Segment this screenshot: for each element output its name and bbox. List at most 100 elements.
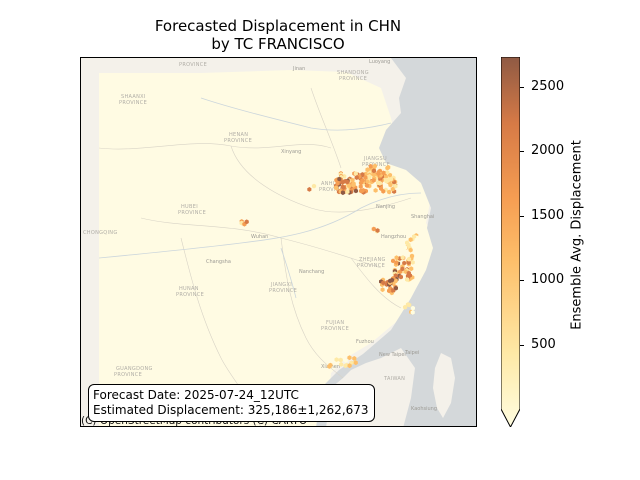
hexbin-cell: [380, 287, 385, 293]
hexbin-cell: [402, 260, 407, 266]
hexbin-cell: [337, 176, 342, 182]
province-label: SHANDONG: [337, 70, 369, 76]
hexbin-cell: [338, 357, 343, 363]
colorbar-tick-mark: [520, 151, 524, 153]
hexbin-cell: [393, 273, 398, 278]
hexbin-cell: [367, 174, 372, 179]
hexbin-cell: [390, 288, 395, 293]
hexbin-cell: [327, 364, 332, 369]
displacement-hexbins: [239, 163, 419, 369]
hexbin-cell: [347, 183, 352, 189]
hexbin-cell: [371, 226, 376, 232]
map-panel[interactable]: SHAANXI PROVINCE HENAN PROVINCE ANHUI PR…: [80, 57, 477, 427]
province-label: PROVINCE: [176, 292, 204, 298]
hexbin-cell: [405, 302, 411, 307]
hexbin-cell: [410, 260, 415, 265]
province-label: PROVINCE: [179, 62, 207, 68]
province-label: HUNAN: [179, 286, 199, 292]
hexbin-cell: [358, 180, 363, 186]
hexbin-cell: [403, 245, 408, 251]
colorbar: [501, 57, 520, 427]
province-label: TAIWAN: [383, 376, 405, 382]
city-label: Wuhan: [251, 234, 268, 240]
hexbin-cell: [388, 182, 393, 188]
province-label: PROVINCE: [319, 187, 347, 193]
forecast-info-box: Forecast Date: 2025-07-24_12UTC Estimate…: [88, 384, 375, 422]
hexbin-cell: [381, 170, 386, 176]
title-line-2: by TC FRANCISCO: [211, 35, 345, 53]
city-label: Jinan: [292, 66, 305, 72]
hexbin-cell: [345, 179, 350, 185]
city-label: Nanjing: [376, 204, 395, 210]
hexbin-cell: [408, 247, 413, 253]
province-label: PROVINCE: [178, 210, 206, 216]
chart-title: Forecasted Displacement in CHN by TC FRA…: [79, 17, 477, 53]
hexbin-cell: [335, 180, 340, 186]
province-labels: SHAANXI PROVINCE HENAN PROVINCE ANHUI PR…: [83, 62, 405, 382]
taiwan-island: [433, 353, 455, 418]
hexbin-cell: [352, 356, 357, 361]
colorbar-gradient: [501, 57, 520, 427]
sea-area: [316, 58, 476, 426]
province-label: HENAN: [229, 132, 248, 138]
hexbin-cell: [244, 219, 249, 225]
colorbar-tick-mark: [520, 280, 524, 282]
city-label: Changsha: [206, 259, 231, 265]
province-label: PROVINCE: [224, 138, 252, 144]
forecast-date-text: Forecast Date: 2025-07-24_12UTC: [93, 388, 299, 402]
hexbin-cell: [365, 179, 370, 185]
colorbar-tick-label: 1000: [531, 272, 565, 288]
province-label: HUBEI: [181, 204, 198, 210]
colorbar-tick-mark: [520, 215, 524, 217]
hexbin-cell: [393, 285, 398, 291]
hexbin-cell: [375, 228, 380, 233]
hexbin-cell: [398, 274, 403, 280]
city-label: Kaohsiung: [411, 406, 437, 412]
hexbin-cell: [363, 175, 368, 180]
province-label: ZHEJIANG: [359, 257, 386, 263]
title-line-1: Forecasted Displacement in CHN: [154, 17, 402, 35]
city-label: Fuzhou: [356, 339, 374, 345]
hexbin-cell: [365, 183, 370, 188]
city-label: New Taipei: [379, 352, 406, 358]
hexbin-cell: [358, 188, 364, 194]
hexbin-cell: [350, 177, 355, 183]
hexbin-cell: [381, 280, 386, 286]
hexbin-cell: [376, 171, 381, 177]
hexbin-cell: [390, 186, 395, 192]
province-label: PROVINCE: [114, 372, 142, 378]
province-label: PROVINCE: [269, 288, 297, 294]
hexbin-cell: [386, 164, 391, 170]
hexbin-cell: [372, 163, 377, 169]
hexbin-cell: [307, 187, 312, 192]
hexbin-cell: [394, 255, 399, 261]
colorbar-tick-mark: [520, 344, 524, 346]
hexbin-cell: [398, 269, 403, 275]
province-label: PROVINCE: [321, 326, 349, 332]
map-canvas[interactable]: SHAANXI PROVINCE HENAN PROVINCE ANHUI PR…: [81, 58, 477, 427]
hexbin-cell: [387, 189, 392, 195]
colorbar-tick-label: 2000: [531, 143, 565, 159]
province-label: FUJIAN: [326, 320, 344, 326]
hexbin-cell: [334, 185, 339, 191]
hexbin-cell: [334, 357, 339, 362]
hexbin-cell: [353, 360, 358, 366]
city-label: Luoyang: [369, 59, 390, 65]
hexbin-cell: [358, 184, 363, 189]
hexbin-cell: [406, 260, 411, 266]
hexbin-cell: [385, 170, 390, 175]
province-label: GUANGDONG: [116, 366, 153, 372]
study-area: [99, 70, 436, 426]
province-label: JIANGSU: [363, 156, 387, 162]
hexbin-cell: [394, 260, 399, 265]
colorbar-tick-label: 2500: [531, 78, 565, 94]
hexbin-cell: [373, 188, 378, 193]
hexbin-cell: [340, 180, 345, 185]
hexbin-cell: [347, 363, 352, 369]
hexbin-cell: [340, 184, 345, 190]
province-label: PROVINCE: [119, 100, 147, 106]
hexbin-cell: [353, 188, 358, 194]
hexbin-cell: [391, 258, 396, 264]
hexbin-cell: [410, 310, 415, 315]
hexbin-cell: [379, 186, 384, 191]
